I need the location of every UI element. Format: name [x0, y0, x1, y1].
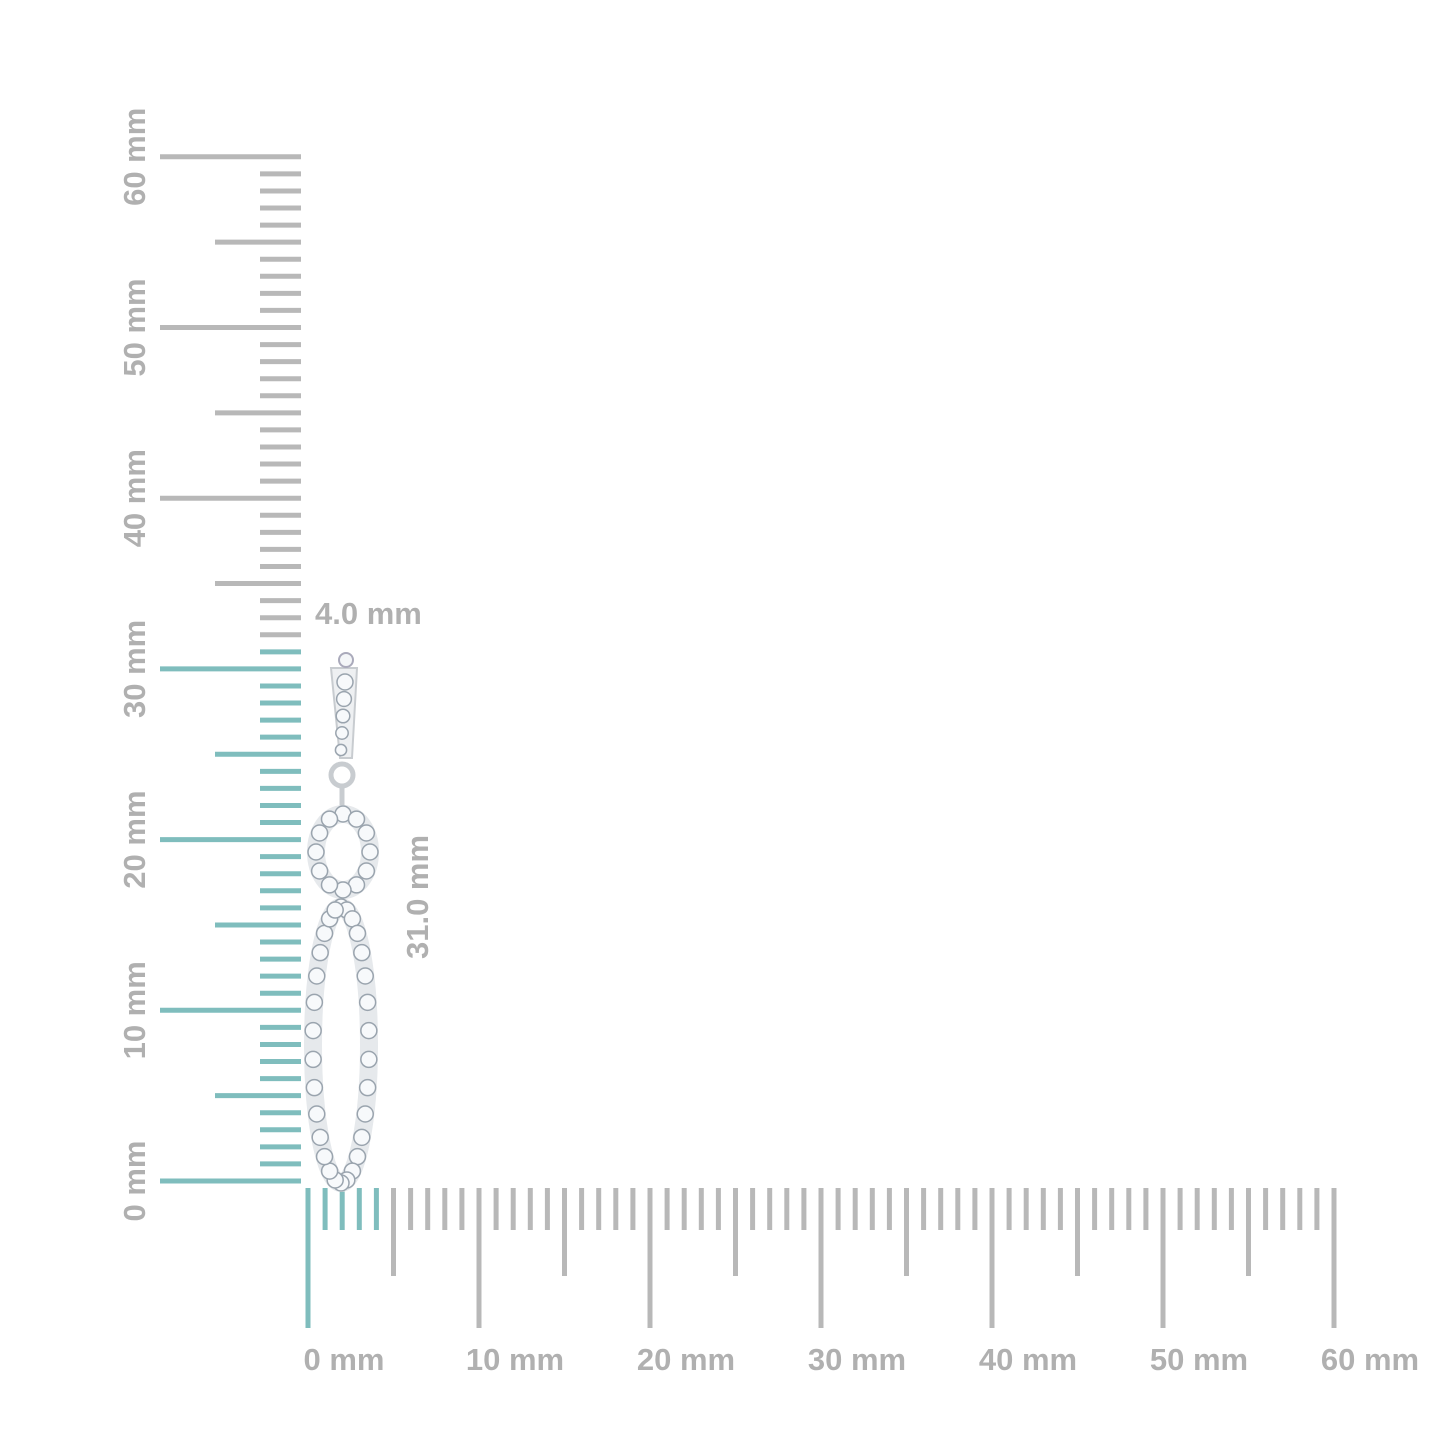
stone — [343, 910, 362, 928]
stone — [353, 1128, 371, 1147]
horizontal-label: 0 mm — [304, 1342, 385, 1377]
stone — [360, 1021, 378, 1040]
width-label: 4.0 mm — [315, 596, 422, 631]
stone — [334, 743, 348, 757]
jump-ring — [328, 761, 356, 789]
stone — [326, 901, 344, 919]
horizontal-label: 40 mm — [979, 1342, 1077, 1377]
horizontal-label: 30 mm — [808, 1342, 906, 1377]
stone — [315, 924, 334, 943]
vertical-label: 50 mm — [117, 278, 152, 376]
stone — [305, 993, 324, 1012]
stone — [335, 690, 353, 708]
horizontal-label: 60 mm — [1321, 1342, 1419, 1377]
vertical-label: 10 mm — [117, 961, 152, 1059]
stone — [361, 843, 379, 861]
stone — [360, 1050, 378, 1069]
stone — [335, 708, 351, 724]
stone — [308, 967, 326, 985]
horizontal-label: 50 mm — [1150, 1342, 1248, 1377]
stone — [308, 1105, 326, 1123]
vertical-label: 30 mm — [117, 620, 152, 718]
stone — [357, 862, 376, 880]
horizontal-label: 20 mm — [637, 1342, 735, 1377]
rulers: 0 mm 10 mm 20 mm 30 mm 40 mm 50 mm 60 mm 0 mm 10… — [117, 108, 1419, 1378]
vertical-label: 40 mm — [117, 449, 152, 547]
stone — [320, 876, 339, 894]
earring — [304, 652, 379, 1192]
stone — [307, 843, 325, 861]
stone — [310, 862, 329, 880]
stone — [347, 810, 366, 828]
stone — [358, 1078, 377, 1097]
top-stone — [338, 652, 354, 668]
stone — [304, 1050, 322, 1069]
stone — [348, 1147, 367, 1166]
horizontal-label: 10 mm — [466, 1342, 564, 1377]
stone — [311, 943, 329, 962]
stone — [320, 810, 339, 828]
height-label: 31.0 mm — [400, 835, 435, 959]
stone — [315, 1147, 334, 1166]
stone — [310, 824, 329, 842]
stone — [353, 943, 371, 962]
stone — [357, 824, 376, 842]
stone — [348, 924, 367, 943]
stone — [320, 1162, 339, 1180]
stone — [356, 1105, 374, 1123]
stone — [356, 967, 374, 985]
vertical-label: 60 mm — [117, 108, 152, 206]
stone — [305, 1078, 324, 1097]
vertical-label: 0 mm — [117, 1141, 152, 1222]
stone — [358, 993, 377, 1012]
stone — [304, 1021, 322, 1040]
vertical-label: 20 mm — [117, 790, 152, 888]
stone — [335, 726, 349, 740]
stone — [336, 673, 354, 691]
stone — [311, 1128, 329, 1147]
